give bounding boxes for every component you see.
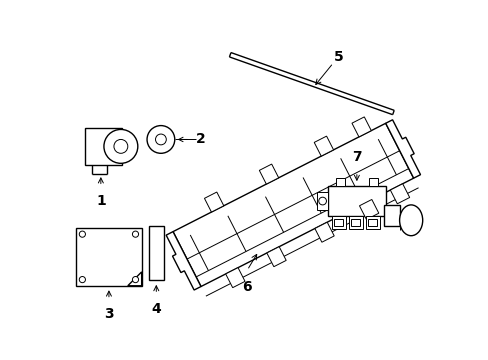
- Bar: [384, 205, 399, 226]
- Circle shape: [147, 126, 174, 153]
- Bar: [76, 228, 142, 286]
- Text: 5: 5: [333, 50, 343, 64]
- Bar: [85, 128, 122, 165]
- Polygon shape: [314, 136, 333, 156]
- Text: 3: 3: [104, 307, 114, 321]
- Bar: [333, 219, 343, 226]
- Circle shape: [155, 134, 166, 145]
- Polygon shape: [259, 164, 278, 184]
- Polygon shape: [173, 123, 413, 287]
- Bar: [335, 178, 344, 186]
- Bar: [350, 219, 360, 226]
- Bar: [368, 178, 377, 186]
- Text: 6: 6: [242, 280, 251, 294]
- Bar: [348, 216, 362, 229]
- Polygon shape: [204, 192, 224, 212]
- Polygon shape: [359, 199, 378, 220]
- Bar: [148, 226, 163, 280]
- Circle shape: [79, 276, 85, 283]
- Text: 7: 7: [351, 150, 361, 164]
- Bar: [367, 219, 377, 226]
- Circle shape: [114, 139, 127, 153]
- Circle shape: [104, 130, 138, 163]
- Circle shape: [318, 197, 326, 205]
- Circle shape: [132, 231, 138, 237]
- Polygon shape: [127, 272, 142, 286]
- Polygon shape: [166, 231, 201, 290]
- Bar: [317, 192, 327, 210]
- Polygon shape: [266, 247, 285, 267]
- Polygon shape: [314, 222, 333, 242]
- Bar: [365, 216, 379, 229]
- Circle shape: [79, 231, 85, 237]
- Text: 4: 4: [151, 302, 161, 316]
- Ellipse shape: [399, 205, 422, 236]
- Polygon shape: [385, 120, 420, 178]
- Bar: [331, 216, 345, 229]
- Bar: [327, 186, 385, 216]
- Polygon shape: [389, 184, 409, 204]
- Text: 1: 1: [96, 194, 105, 208]
- Circle shape: [132, 276, 138, 283]
- Polygon shape: [225, 267, 244, 288]
- Text: 2: 2: [196, 132, 205, 147]
- Polygon shape: [351, 117, 370, 137]
